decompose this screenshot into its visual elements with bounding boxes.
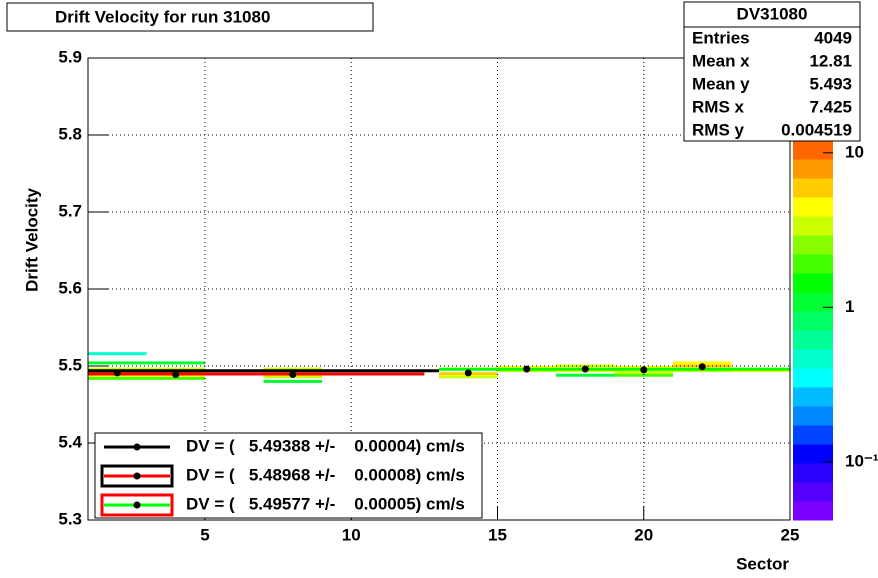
cell [88, 367, 205, 371]
stats-box [683, 1, 861, 142]
legend-label: DV = ( 5.48968 +/- 0.00008) cm/s [186, 465, 465, 484]
legend-swatch-marker [133, 472, 141, 480]
profile-point [640, 366, 648, 374]
y-axis-label: Drift Velocity [22, 187, 41, 291]
x-tick-label: 10 [342, 525, 361, 544]
y-tick-label: 5.6 [58, 278, 82, 297]
palette-band [793, 368, 833, 388]
z-tick-label: 10 [845, 142, 864, 161]
cell [439, 375, 498, 379]
profile-point [581, 365, 589, 373]
cell [88, 352, 147, 356]
palette-band [793, 273, 833, 293]
cell [88, 361, 205, 365]
palette-band [793, 463, 833, 483]
legend-swatch-box [100, 493, 174, 517]
legend-swatch-marker [133, 501, 141, 509]
palette-band [793, 140, 833, 160]
palette-band [793, 330, 833, 350]
palette-band [793, 311, 833, 331]
stats-key: Entries [692, 28, 750, 47]
x-axis-label: Sector [736, 554, 789, 573]
profile-point [289, 370, 297, 378]
y-tick-label: 5.9 [58, 47, 82, 66]
stats-key: Mean y [692, 74, 750, 93]
palette-band [793, 197, 833, 217]
palette-band [793, 349, 833, 369]
legend-label: DV = ( 5.49577 +/- 0.00005) cm/s [186, 494, 465, 513]
palette-band [793, 292, 833, 312]
legend-label: DV = ( 5.49388 +/- 0.00004) cm/s [186, 436, 465, 455]
cell [614, 373, 673, 377]
z-tick-label: 10⁻¹ [845, 451, 878, 470]
cell [263, 379, 322, 383]
x-tick-label: 25 [781, 525, 800, 544]
palette-band [793, 254, 833, 274]
chart-title: Drift Velocity for run 31080 [55, 7, 270, 26]
stats-value: 0.004519 [781, 120, 852, 139]
x-tick-label: 5 [200, 525, 209, 544]
legend-swatch-box [100, 464, 174, 488]
y-tick-label: 5.4 [58, 432, 82, 451]
profile-point [113, 369, 121, 377]
stats-value: 5.493 [809, 74, 852, 93]
profile-point [464, 369, 472, 377]
stats-value: 12.81 [809, 51, 852, 70]
x-tick-label: 20 [634, 525, 653, 544]
profile-point [172, 370, 180, 378]
palette-band [793, 406, 833, 426]
x-tick-label: 15 [488, 525, 507, 544]
cell [556, 373, 615, 377]
y-tick-label: 5.5 [58, 355, 82, 374]
palette-band [793, 178, 833, 198]
palette-band [793, 159, 833, 179]
stats-key: Mean x [692, 51, 750, 70]
title-box [6, 2, 374, 32]
z-tick-label: 1 [845, 297, 854, 316]
stats-key: RMS x [692, 97, 745, 116]
palette-band [793, 235, 833, 255]
cell [673, 361, 732, 365]
y-tick-label: 5.7 [58, 201, 82, 220]
cell [88, 376, 205, 380]
palette-band [793, 216, 833, 236]
y-tick-label: 5.8 [58, 124, 82, 143]
plot-frame [87, 57, 791, 521]
palette-band [793, 482, 833, 502]
palette-band [793, 444, 833, 464]
profile-point [523, 365, 531, 373]
palette-band [793, 425, 833, 445]
stats-value: 4049 [814, 28, 852, 47]
stats-value: 7.425 [809, 97, 852, 116]
cell [263, 367, 322, 371]
stats-key: RMS y [692, 120, 745, 139]
profile-point [698, 363, 706, 371]
palette-band [793, 501, 833, 521]
legend-swatch-marker [133, 443, 141, 451]
stats-title: DV31080 [737, 4, 808, 23]
y-tick-label: 5.3 [58, 509, 82, 528]
palette-band [793, 387, 833, 407]
